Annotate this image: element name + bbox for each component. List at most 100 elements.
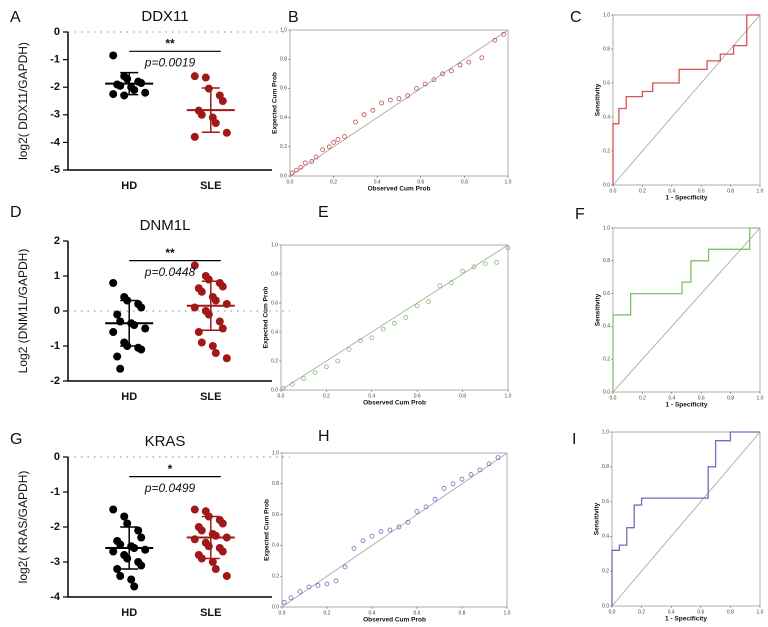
y-tick-label: 0.6 — [271, 300, 278, 306]
data-point — [204, 542, 213, 551]
data-point — [218, 282, 227, 291]
data-point — [379, 100, 384, 106]
data-point — [123, 519, 132, 528]
significance-stars: ** — [165, 36, 175, 50]
chart-title: DNM1L — [140, 217, 191, 234]
panel-label: H — [318, 428, 330, 445]
data-point — [197, 287, 206, 296]
data-point — [113, 565, 122, 573]
data-point — [204, 275, 213, 284]
data-point — [211, 565, 220, 573]
diagonal — [280, 244, 509, 391]
data-point — [113, 352, 122, 361]
data-point — [211, 119, 220, 128]
data-point — [324, 581, 330, 587]
y-tick-label: 0.4 — [602, 534, 609, 540]
y-tick-label: 0 — [54, 451, 60, 463]
x-tick-label: SLE — [200, 391, 221, 403]
y-tick-label: 0.6 — [272, 512, 279, 518]
diagonal — [611, 431, 761, 607]
data-point — [218, 519, 227, 528]
y-tick-label: 1.0 — [280, 27, 287, 33]
y-axis-label: Sensitivity — [595, 293, 602, 326]
data-point — [281, 599, 287, 605]
plot-frame — [280, 244, 509, 391]
x-tick-label: 1.0 — [504, 610, 511, 616]
significance-stars: * — [168, 462, 173, 476]
y-axis-label: Sensitivity — [594, 502, 601, 535]
y-tick-label: 1.0 — [271, 242, 278, 248]
data-point — [333, 578, 339, 584]
data-point — [141, 324, 150, 333]
y-tick-label: 0.6 — [602, 499, 609, 505]
data-point — [437, 283, 443, 289]
y-tick-label: 0.0 — [271, 387, 278, 393]
y-tick-label: 0.2 — [272, 574, 279, 580]
data-point — [130, 582, 139, 591]
data-point — [466, 59, 472, 65]
data-point — [326, 144, 332, 150]
x-tick-label: 0.2 — [323, 393, 330, 399]
data-point — [208, 558, 217, 566]
panel-label: C — [570, 9, 582, 26]
data-point — [211, 296, 220, 305]
data-point — [197, 526, 206, 535]
x-tick-label: 0.0 — [610, 188, 617, 194]
panel-label: B — [288, 9, 299, 26]
data-point — [335, 137, 341, 142]
data-point — [130, 85, 139, 94]
chart-title: DDX11 — [141, 8, 188, 25]
y-tick-label: 0.6 — [603, 291, 610, 297]
data-point — [289, 381, 295, 387]
y-tick-label: 0.8 — [603, 46, 610, 52]
data-point — [201, 73, 210, 82]
data-point — [369, 533, 375, 539]
data-point — [360, 538, 366, 544]
data-point — [313, 154, 319, 160]
x-axis-label: Observed Cum Prob — [368, 186, 431, 193]
data-point — [335, 358, 341, 364]
data-point — [127, 575, 136, 584]
roc-curve — [612, 227, 760, 392]
diagonal — [289, 29, 509, 177]
data-point — [396, 524, 402, 530]
x-tick-label: 0.6 — [417, 179, 424, 185]
x-tick-label: 1.0 — [505, 393, 512, 399]
x-tick-label: 0.6 — [698, 395, 705, 401]
x-tick-label: HD — [121, 180, 137, 192]
y-tick-label: 0.8 — [272, 481, 279, 487]
data-point — [197, 110, 206, 119]
y-tick-label: 0.8 — [603, 258, 610, 264]
y-tick-label: 0.2 — [603, 357, 610, 363]
data-point — [468, 472, 474, 477]
x-tick-label: 0.4 — [374, 179, 381, 185]
data-point — [190, 261, 199, 270]
y-tick-label: 0.2 — [280, 144, 287, 150]
p-value: p=0.0019 — [144, 55, 196, 69]
data-point — [130, 321, 139, 329]
x-tick-label: 0.6 — [697, 609, 704, 615]
panel-label: A — [10, 9, 21, 26]
diagonal — [281, 452, 508, 608]
data-point — [486, 461, 492, 467]
x-tick-label: SLE — [200, 607, 221, 619]
data-point — [492, 37, 498, 43]
y-tick-label: 0.8 — [280, 57, 287, 63]
data-point — [294, 167, 299, 173]
data-point — [297, 589, 303, 594]
data-point — [403, 315, 409, 320]
data-point — [123, 554, 132, 563]
data-point — [288, 595, 294, 601]
y-tick-label: 0.6 — [280, 86, 287, 92]
data-point — [448, 68, 454, 74]
y-tick-label: 1 — [54, 270, 60, 282]
y-axis-label: log2( DDX11/GAPDH) — [16, 42, 30, 160]
panel-label: D — [10, 204, 22, 221]
data-point — [459, 476, 465, 482]
data-point — [495, 455, 501, 461]
x-axis-label: 1 - Specificity — [665, 616, 707, 623]
plot-frame — [281, 452, 508, 608]
data-point — [414, 86, 419, 91]
x-tick-label: SLE — [200, 180, 221, 192]
y-tick-label: -1 — [50, 486, 60, 498]
